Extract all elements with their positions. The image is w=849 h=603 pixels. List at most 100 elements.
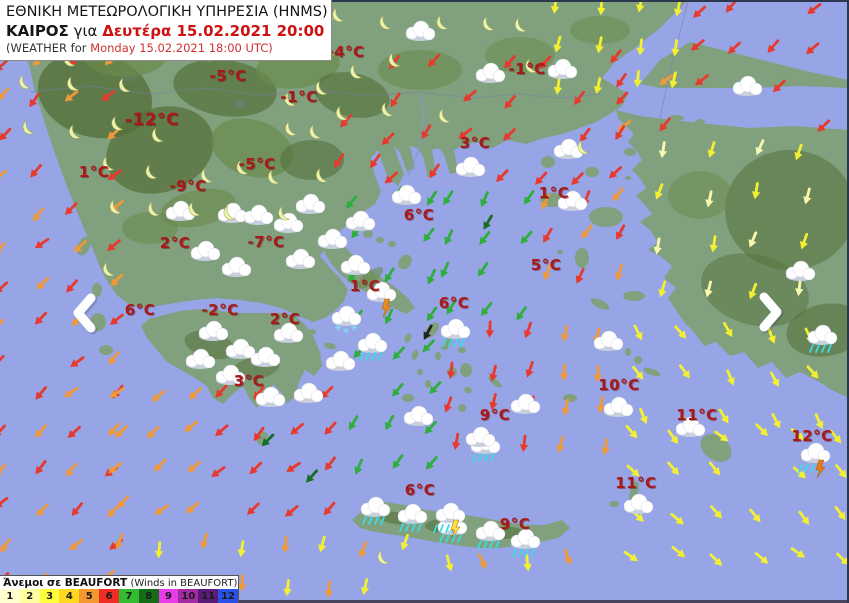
island bbox=[700, 434, 732, 462]
wind-arrow bbox=[709, 235, 718, 253]
wind-arrow bbox=[444, 396, 453, 413]
rain-icon bbox=[472, 453, 477, 462]
island bbox=[464, 386, 472, 394]
rain-icon bbox=[445, 534, 450, 543]
wind-arrow bbox=[541, 193, 551, 210]
cloud-rain-icon bbox=[510, 528, 541, 557]
wind-arrow bbox=[108, 350, 120, 365]
thunderstorm-icon bbox=[433, 502, 466, 539]
wind-arrow bbox=[117, 495, 130, 509]
prev-map-button[interactable] bbox=[66, 289, 102, 337]
rain-icon bbox=[495, 540, 500, 549]
wind-arrow bbox=[593, 365, 603, 383]
cloud-icon bbox=[603, 396, 634, 417]
cloud-icon bbox=[557, 190, 588, 211]
wind-arrow bbox=[615, 263, 624, 281]
wind-arrow bbox=[69, 538, 83, 551]
wind-arrow bbox=[348, 415, 359, 431]
wind-arrow bbox=[211, 466, 226, 478]
wind-arrow bbox=[479, 230, 491, 245]
legend-beaufort-cell: 5 bbox=[79, 589, 100, 603]
wind-arrow bbox=[485, 320, 495, 338]
chevron-right-icon bbox=[759, 292, 784, 334]
wind-arrow bbox=[612, 187, 624, 202]
cloud-icon bbox=[295, 193, 326, 214]
wind-arrow bbox=[829, 429, 842, 444]
wind-arrow bbox=[71, 502, 83, 517]
wind-arrow bbox=[110, 273, 124, 287]
wind-arrow bbox=[771, 412, 781, 429]
beaufort-legend: Άνεμοι σε BEAUFORT (Winds in BEAUFORT) 1… bbox=[0, 575, 239, 603]
wind-arrow bbox=[595, 36, 604, 54]
weather-icons: ✳ ✳ ✳ bbox=[19, 0, 838, 565]
cloud-icon bbox=[325, 350, 356, 371]
wind-arrow bbox=[623, 550, 639, 562]
rain-icon bbox=[359, 352, 364, 361]
wind-arrow bbox=[154, 541, 164, 559]
wind-arrow bbox=[523, 321, 533, 339]
rain-icon bbox=[365, 352, 370, 361]
wind-arrow bbox=[690, 39, 705, 51]
wind-arrow bbox=[525, 361, 534, 378]
cloud-icon bbox=[215, 364, 246, 385]
next-map-button[interactable] bbox=[753, 288, 789, 336]
moon-icon bbox=[103, 262, 115, 277]
rain-icon bbox=[460, 338, 465, 347]
wind-arrow bbox=[184, 420, 199, 432]
wind-arrow bbox=[560, 324, 570, 342]
wind-arrow bbox=[324, 421, 337, 435]
wind-arrow bbox=[392, 346, 405, 360]
moon-icon bbox=[22, 120, 35, 135]
wind-arrow bbox=[659, 117, 671, 132]
wind-arrow bbox=[0, 87, 10, 101]
cloud-rain-icon bbox=[360, 496, 391, 525]
wind-arrow bbox=[463, 89, 477, 102]
wind-arrow bbox=[653, 237, 662, 255]
wind-arrow bbox=[443, 190, 454, 206]
wind-arrow bbox=[444, 229, 454, 246]
wind-arrow bbox=[659, 74, 674, 86]
wind-arrow bbox=[238, 574, 247, 592]
wind-arrow bbox=[616, 73, 627, 88]
wind-arrow bbox=[633, 70, 642, 88]
rain-icon bbox=[454, 338, 459, 347]
wind-arrow bbox=[425, 456, 438, 470]
wind-arrow bbox=[0, 355, 5, 369]
moon-icon bbox=[67, 76, 80, 91]
cloud-icon bbox=[185, 348, 216, 369]
cloud-rain-icon bbox=[357, 332, 388, 361]
wind-arrow bbox=[34, 237, 50, 249]
wind-arrow bbox=[0, 242, 6, 257]
moon-icon bbox=[336, 106, 348, 121]
wind-arrow bbox=[0, 463, 6, 478]
wind-arrow bbox=[0, 538, 11, 553]
moon-icon bbox=[118, 77, 131, 93]
wind-arrow bbox=[445, 554, 454, 572]
island bbox=[92, 283, 102, 297]
cloud-rain-icon bbox=[397, 503, 428, 532]
wind-arrow bbox=[421, 124, 432, 140]
wind-arrow bbox=[200, 532, 209, 550]
rain-icon bbox=[457, 534, 462, 543]
moon-icon bbox=[268, 169, 280, 185]
wind-arrow bbox=[496, 169, 509, 183]
legend-title-el: Άνεμοι σε BEAUFORT bbox=[3, 577, 128, 589]
wind-arrow bbox=[636, 38, 645, 56]
wind-arrow bbox=[64, 90, 79, 102]
island bbox=[623, 291, 645, 301]
wind-arrow bbox=[610, 49, 622, 64]
island bbox=[695, 119, 705, 125]
cloud-icon bbox=[317, 228, 348, 249]
wind-arrow bbox=[523, 554, 532, 572]
wind-arrow bbox=[814, 413, 824, 430]
wind-arrow bbox=[639, 407, 648, 425]
legend-beaufort-cell: 6 bbox=[99, 589, 119, 603]
wind-arrow bbox=[115, 533, 124, 550]
wind-arrow bbox=[30, 164, 42, 178]
wind-arrow bbox=[658, 280, 667, 298]
wind-arrow bbox=[429, 380, 442, 395]
wind-arrow bbox=[553, 35, 562, 53]
wind-arrow bbox=[458, 127, 473, 139]
